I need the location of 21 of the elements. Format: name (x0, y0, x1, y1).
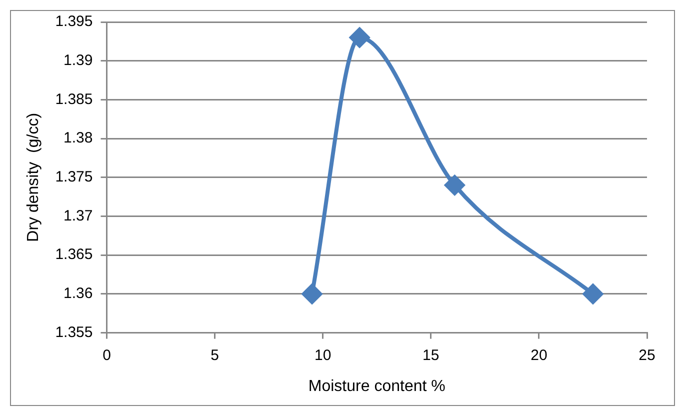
point (302, 284, 322, 304)
y-tick-label: 1.37 (64, 207, 93, 224)
y-tick-label: 1.395 (55, 13, 93, 30)
y-tick-label: 1.355 (55, 324, 93, 341)
y-tick-label: 1.365 (55, 246, 93, 264)
x-tick-label: 10 (314, 346, 332, 364)
x-tick-label: 0 (102, 346, 111, 364)
y-tick-label: 1.39 (64, 52, 93, 69)
x-tick-label: 25 (638, 346, 656, 364)
point (350, 28, 370, 48)
point (444, 175, 465, 196)
y-axis-title: Dry density (g/cc) (25, 112, 42, 242)
x-axis-title: Moisture content % (308, 378, 446, 395)
point (582, 284, 603, 304)
y-tick-label: 1.36 (64, 285, 93, 302)
x-tick-label: 15 (422, 346, 440, 364)
y-tick-label: 1.375 (55, 168, 93, 186)
x-tick-label: 5 (210, 346, 219, 364)
y-tick-label: 1.38 (64, 130, 93, 147)
x-tick-label: 20 (530, 346, 548, 364)
y-tick-label: 1.385 (55, 90, 93, 108)
